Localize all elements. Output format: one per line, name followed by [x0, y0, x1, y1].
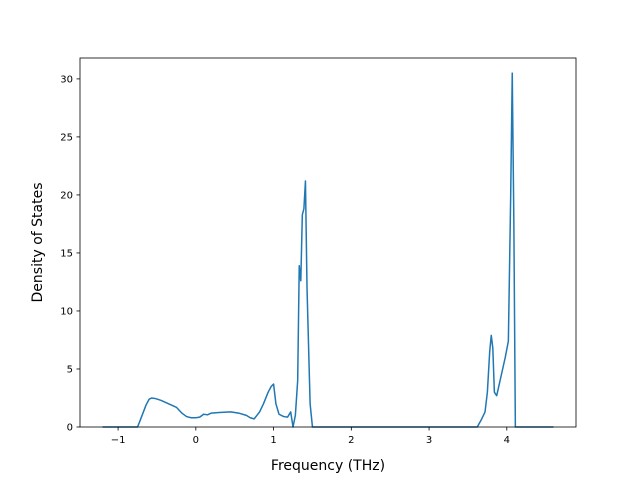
- x-tick-label: 4: [504, 435, 510, 446]
- y-tick-label: 0: [67, 423, 73, 434]
- x-tick-label: 0: [193, 435, 199, 446]
- y-axis-label: Density of States: [30, 183, 46, 303]
- y-tick-label: 5: [67, 364, 73, 375]
- x-axis-label: Frequency (THz): [271, 458, 385, 474]
- x-tick-label: −1: [111, 435, 126, 446]
- y-tick-label: 20: [60, 190, 73, 201]
- plot-frame: [79, 57, 577, 428]
- y-tick-label: 30: [60, 74, 73, 85]
- x-tick-label: 1: [270, 435, 276, 446]
- y-tick-label: 15: [60, 248, 73, 259]
- y-tick-label: 10: [60, 306, 73, 317]
- y-tick-label: 25: [60, 132, 73, 143]
- x-tick-label: 2: [348, 435, 354, 446]
- x-tick-label: 3: [426, 435, 432, 446]
- x-axis-ticks: −1 0 1 2 3 4: [111, 427, 510, 446]
- y-axis-ticks: 0 5 10 15 20 25 30: [60, 74, 80, 434]
